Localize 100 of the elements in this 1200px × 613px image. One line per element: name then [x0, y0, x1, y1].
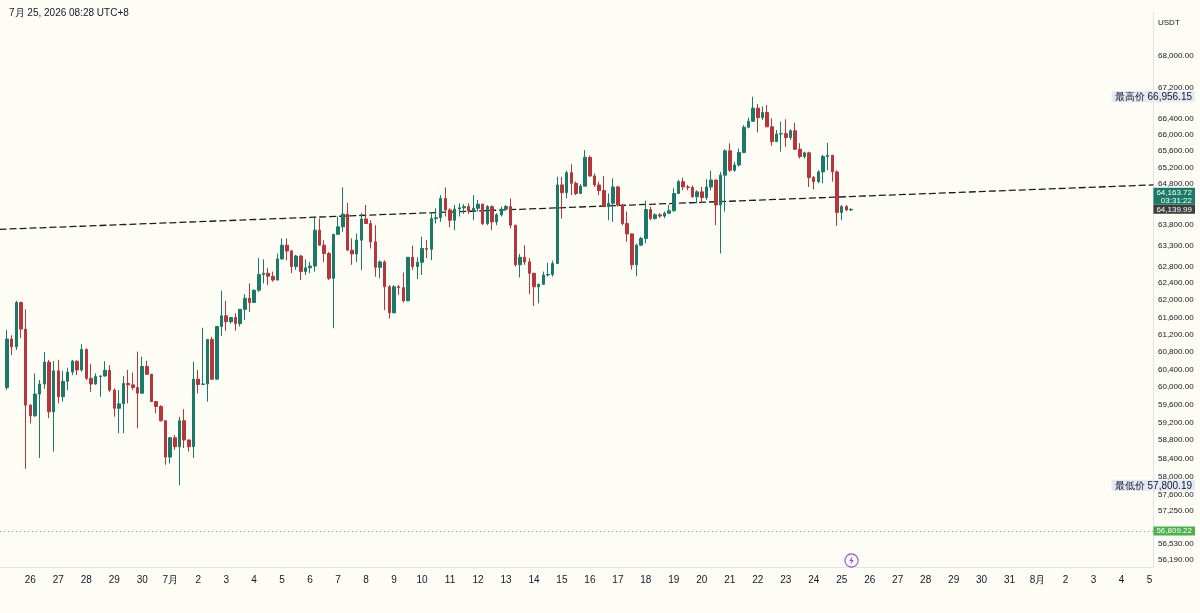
x-tick-label: 26 [864, 573, 876, 585]
x-tick-label: 4 [251, 573, 258, 585]
x-tick-label: 4 [1118, 573, 1125, 585]
candlestick [784, 118, 788, 148]
x-tick-label: 15 [556, 573, 568, 585]
x-tick-label: 5 [1146, 573, 1153, 585]
x-tick-label: 5 [279, 573, 286, 585]
candlestick [462, 203, 466, 215]
candlestick [57, 359, 60, 404]
candlestick [10, 334, 13, 356]
x-tick-label: 3 [223, 573, 230, 585]
y-tick-label: 65,600.00 [1158, 146, 1195, 156]
candlestick [248, 282, 251, 313]
x-tick-label: 14 [528, 573, 540, 585]
x-tick-label: 28 [920, 573, 932, 585]
candlestick [481, 203, 484, 226]
x-tick-label: 19 [668, 573, 680, 585]
x-tick-label: 7 [335, 573, 342, 585]
chart-title: 7月 25, 2026 08:28 UTC+8 [9, 6, 130, 18]
candlestick [75, 359, 79, 376]
candlestick [392, 284, 396, 314]
y-tick-label: 56,190.00 [1158, 555, 1195, 565]
candlestick [294, 254, 298, 271]
candlestick [840, 204, 843, 221]
y-tick-label: 60,400.00 [1158, 364, 1195, 374]
candlestick [388, 284, 391, 319]
y-tick-label: 60,000.00 [1158, 382, 1195, 392]
x-tick-label: 23 [780, 573, 792, 585]
x-tick-label: 16 [584, 573, 596, 585]
candlestick [173, 434, 177, 451]
candlestick [658, 212, 662, 219]
candlestick [761, 106, 764, 121]
candlestick [523, 244, 526, 266]
candlestick [556, 176, 559, 265]
y-tick-label: 68,000.00 [1158, 51, 1195, 61]
candlestick [71, 359, 74, 376]
candlestick [80, 343, 83, 373]
x-tick-label: 13 [500, 573, 512, 585]
candlestick [509, 197, 512, 230]
y-tick-label: 65,200.00 [1158, 162, 1195, 172]
y-tick-label: 61,200.00 [1158, 329, 1195, 339]
y-tick-label: 64,800.00 [1158, 178, 1195, 188]
x-tick-label: 8 [363, 573, 370, 585]
candlestick [700, 186, 704, 204]
x-tick-label: 27 [892, 573, 904, 585]
candlestick [378, 259, 382, 279]
y-tick-label: 58,800.00 [1158, 435, 1195, 445]
candlestick [5, 329, 9, 391]
y-tick-label: 66,400.00 [1158, 114, 1195, 124]
candlestick [29, 403, 32, 424]
y-tick-label: 62,400.00 [1158, 278, 1195, 288]
x-tick-label: 11 [444, 573, 456, 585]
candlestick [849, 207, 853, 212]
y-axis-title: USDT [1158, 17, 1180, 27]
candlestick [537, 283, 540, 304]
candlestick [52, 360, 55, 453]
x-tick-label: 31 [1004, 573, 1016, 585]
ref-line-label: 56,809.22 [1156, 526, 1193, 536]
candlestick [397, 284, 400, 296]
candlestick [234, 312, 237, 332]
x-tick-label: 10 [416, 573, 429, 585]
candlestick [178, 416, 181, 486]
x-tick-label: 29 [108, 573, 121, 585]
y-tick-label: 62,000.00 [1158, 295, 1195, 305]
candlestick [807, 151, 811, 188]
y-tick-label: 58,400.00 [1158, 453, 1195, 463]
y-tick-label: 62,800.00 [1158, 261, 1195, 271]
candlestick [560, 176, 564, 220]
candlestick [789, 128, 792, 141]
candlestick [756, 103, 760, 133]
y-tick-label: 57,250.00 [1158, 506, 1195, 516]
y-tick-label: 60,800.00 [1158, 347, 1195, 357]
candlestick [411, 245, 414, 271]
candlestick [168, 436, 172, 464]
candlestick [61, 370, 65, 403]
candlestick [514, 224, 517, 268]
x-tick-label: 2 [195, 573, 202, 585]
candlestick [229, 316, 233, 325]
y-tick-label: 66,000.00 [1158, 130, 1195, 140]
candlestick [113, 387, 116, 418]
candlestick [196, 369, 200, 394]
x-tick-label: 12 [472, 573, 484, 585]
x-tick-label: 26 [24, 573, 37, 585]
x-tick-label: 8月 [1029, 573, 1046, 585]
candlestick [355, 232, 358, 263]
candlestick [43, 351, 46, 390]
x-tick-label: 25 [836, 573, 848, 585]
candlestick [94, 372, 97, 386]
x-tick-label: 9 [391, 573, 398, 585]
x-tick-label: 28 [80, 573, 93, 585]
x-tick-label: 30 [976, 573, 988, 585]
candlestick [611, 177, 615, 223]
x-tick-label: 30 [136, 573, 149, 585]
x-tick-label: 24 [808, 573, 820, 585]
candlestick [714, 179, 718, 226]
text: 64,163.72 03:31:22 [1156, 187, 1193, 205]
candlestick [374, 224, 377, 278]
x-tick-label: 6 [307, 573, 314, 585]
x-tick-label: 20 [696, 573, 708, 585]
candlestick [420, 236, 424, 276]
